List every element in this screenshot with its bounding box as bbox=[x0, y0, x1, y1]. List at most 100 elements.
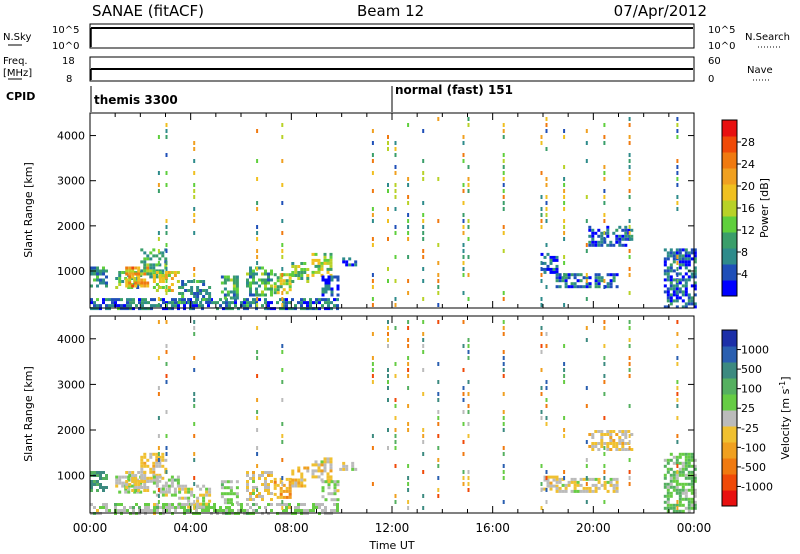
velocity-column-0 bbox=[157, 392, 160, 396]
power-column-14 bbox=[540, 207, 543, 211]
power-cell-8 bbox=[261, 278, 264, 282]
power-cell-5 bbox=[170, 277, 174, 280]
power-cell-14 bbox=[555, 255, 559, 259]
power-cell-17 bbox=[681, 257, 685, 261]
power-cell-1 bbox=[246, 307, 249, 311]
velocity-cell-15 bbox=[585, 486, 589, 490]
power-cell-1 bbox=[153, 304, 156, 308]
velocity-column-19 bbox=[628, 458, 631, 462]
power-cell-5 bbox=[173, 274, 177, 277]
velocity-cell-5 bbox=[155, 478, 159, 482]
velocity-column-18 bbox=[603, 392, 606, 396]
velocity-cell-17 bbox=[687, 506, 691, 510]
velocity-cell-5 bbox=[170, 493, 174, 497]
power-cell-15 bbox=[564, 282, 568, 286]
velocity-cell-6 bbox=[187, 499, 191, 503]
power-cell-14 bbox=[546, 267, 550, 271]
velocity-cell-11 bbox=[329, 475, 333, 479]
velocity-ytick-label-1: 2000 bbox=[57, 424, 85, 437]
power-colorbar-segment-8 bbox=[722, 152, 737, 169]
velocity-cell-6 bbox=[187, 490, 191, 494]
velocity-cell-9 bbox=[285, 495, 289, 499]
power-cell-6 bbox=[196, 298, 200, 301]
power-cell-4 bbox=[161, 269, 165, 273]
velocity-cell-17 bbox=[681, 473, 685, 477]
power-cell-1 bbox=[303, 298, 306, 302]
velocity-cell-17 bbox=[675, 488, 679, 492]
power-column-0 bbox=[157, 189, 160, 193]
power-cell-1 bbox=[330, 307, 333, 311]
velocity-cell-10 bbox=[294, 478, 298, 482]
power-column-1 bbox=[165, 183, 168, 187]
power-cell-6 bbox=[187, 280, 191, 283]
power-column-9 bbox=[422, 201, 425, 205]
velocity-cell-17 bbox=[678, 500, 682, 504]
velocity-cell-12 bbox=[333, 498, 337, 502]
power-cell-1 bbox=[105, 298, 108, 302]
velocity-column-19 bbox=[628, 476, 631, 480]
velocity-cell-4 bbox=[152, 470, 156, 474]
velocity-cell-17 bbox=[690, 506, 694, 510]
velocity-cell-12 bbox=[327, 480, 331, 484]
velocity-cell-1 bbox=[102, 506, 105, 509]
velocity-cell-1 bbox=[285, 509, 288, 512]
velocity-cell-15 bbox=[564, 483, 568, 487]
power-cell-10 bbox=[306, 277, 310, 280]
power-column-14 bbox=[540, 135, 543, 139]
velocity-cell-8 bbox=[270, 474, 273, 477]
power-cell-14 bbox=[543, 270, 547, 274]
power-cell-15 bbox=[588, 276, 592, 280]
velocity-cell-16 bbox=[588, 433, 592, 436]
power-column-8 bbox=[407, 195, 410, 199]
velocity-column-13 bbox=[502, 374, 505, 378]
power-cell-3 bbox=[125, 281, 129, 285]
velocity-cell-5 bbox=[164, 484, 168, 488]
velocity-column-7 bbox=[394, 416, 397, 420]
velocity-cell-0 bbox=[90, 486, 93, 489]
power-cell-3 bbox=[137, 278, 141, 282]
power-cell-12 bbox=[321, 278, 325, 282]
velocity-column-5 bbox=[371, 446, 374, 450]
velocity-cell-9 bbox=[279, 495, 283, 499]
velocity-cell-17 bbox=[684, 452, 688, 456]
velocity-cell-6 bbox=[208, 493, 212, 497]
velocity-column-13 bbox=[502, 350, 505, 354]
velocity-cell-17 bbox=[684, 491, 688, 495]
power-column-10 bbox=[437, 285, 440, 289]
velocity-cell-15 bbox=[582, 477, 586, 481]
velocity-cell-8 bbox=[261, 474, 264, 477]
power-cell-7 bbox=[235, 290, 239, 294]
velocity-cell-8 bbox=[261, 471, 264, 474]
velocity-cell-13 bbox=[339, 467, 343, 471]
velocity-column-17 bbox=[585, 500, 588, 504]
power-cell-6 bbox=[190, 280, 194, 283]
power-cell-16 bbox=[618, 240, 622, 244]
velocity-cell-8 bbox=[264, 471, 267, 474]
velocity-cell-10 bbox=[306, 466, 310, 470]
power-cell-1 bbox=[138, 307, 141, 311]
power-cell-12 bbox=[327, 275, 331, 279]
power-cell-3 bbox=[137, 281, 141, 285]
velocity-cell-9 bbox=[279, 477, 283, 481]
velocity-column-20 bbox=[676, 356, 679, 360]
power-column-7 bbox=[394, 147, 397, 151]
power-column-11 bbox=[462, 267, 465, 271]
power-cell-17 bbox=[687, 302, 691, 306]
power-column-19 bbox=[628, 177, 631, 181]
velocity-column-14 bbox=[540, 332, 543, 336]
velocity-cell-1 bbox=[288, 506, 291, 509]
velocity-column-18 bbox=[603, 500, 606, 504]
power-cell-7 bbox=[232, 281, 236, 285]
velocity-column-2 bbox=[193, 422, 196, 426]
power-column-19 bbox=[628, 219, 631, 223]
velocity-cell-3 bbox=[143, 480, 147, 483]
power-column-9 bbox=[422, 177, 425, 181]
velocity-cell-4 bbox=[161, 455, 165, 459]
power-cell-1 bbox=[168, 301, 171, 305]
velocity-cell-17 bbox=[678, 491, 682, 495]
velocity-cell-3 bbox=[134, 483, 138, 486]
velocity-cell-1 bbox=[168, 503, 171, 506]
power-cell-1 bbox=[168, 307, 171, 311]
power-column-20 bbox=[676, 183, 679, 187]
power-cell-4 bbox=[146, 263, 150, 267]
